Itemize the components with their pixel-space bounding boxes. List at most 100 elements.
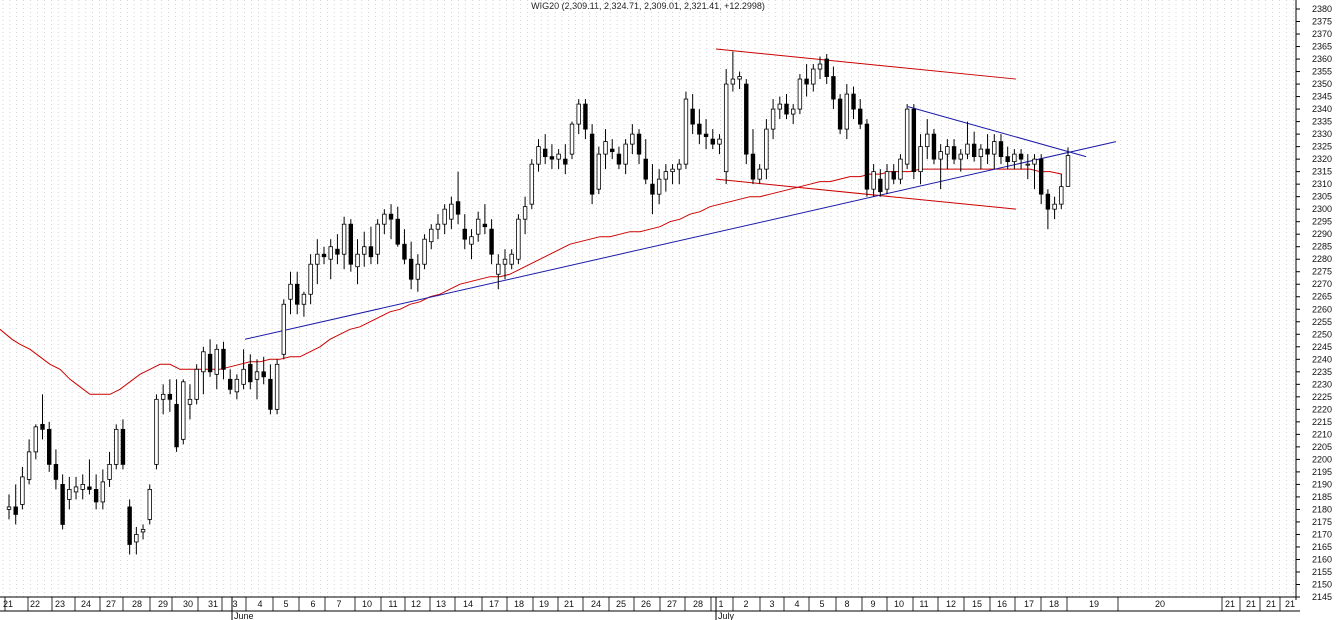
candle-body [33,426,39,453]
y-tick-label: 2270 [1312,279,1332,289]
candle [40,394,45,440]
y-tick-label: 2325 [1312,142,1332,152]
candle-body [100,481,106,503]
candle-body [388,213,394,220]
candle [395,206,400,247]
candle-body [824,58,829,77]
y-tick-label: 2265 [1312,292,1332,302]
candle-body [181,381,186,440]
candle [764,119,769,180]
trend-line [907,106,1087,158]
candle [878,169,883,197]
candle-body [1005,156,1010,163]
candle [114,424,119,470]
candle-body [509,253,514,265]
candle-body [80,484,85,490]
candle-body [13,506,18,515]
candle [201,346,206,395]
candle-body [475,218,481,235]
candle [120,419,126,470]
x-tick-label: 3 [769,599,774,609]
x-tick-label: 10 [894,599,904,609]
x-tick-label: 22 [30,599,40,609]
candle [670,164,675,185]
candle [509,249,514,270]
candle [1065,147,1071,187]
candle-body [469,236,474,245]
candle [341,216,347,270]
candle [811,64,816,92]
candle [904,104,910,170]
x-month-label: June [234,611,254,620]
y-tick-label: 2375 [1312,17,1332,27]
candle [261,356,266,385]
candle-body [730,78,736,85]
y-tick-label: 2235 [1312,367,1332,377]
candle-body [167,393,173,400]
candle [589,124,595,205]
x-tick-label: 3 [232,599,237,609]
candle [295,271,300,315]
y-tick-label: 2240 [1312,354,1332,364]
y-tick-label: 2170 [1312,529,1332,539]
candle-body [268,378,273,410]
candle-body [1012,153,1017,163]
candle-body [1032,158,1037,165]
y-tick-label: 2165 [1312,542,1332,552]
trend-line [244,141,1117,340]
candle-body [958,153,963,160]
candle-body [201,351,206,373]
candle-body [1065,155,1071,187]
candle-body [710,138,715,145]
candle [415,254,421,292]
candle [388,204,394,240]
candle-body [576,103,581,125]
candle-body [871,171,876,190]
candle-body [248,363,253,383]
candle [717,134,722,155]
candle [1032,154,1037,190]
candle [616,146,622,170]
candle-body [20,476,25,505]
candle-body [925,133,930,148]
candle [797,74,803,115]
candle [844,84,850,140]
candle [462,214,467,250]
candle-body [938,151,943,160]
candle [1038,154,1044,205]
candle-body [522,206,528,220]
candle-body [315,253,320,265]
candle-body [382,213,387,225]
candle-body [603,141,608,155]
candle [60,474,65,530]
candle-body [656,178,662,195]
x-tick-label: 30 [183,599,193,609]
candle [167,379,173,412]
candle [26,439,32,485]
candle-body [985,148,990,155]
candle-body [643,158,648,180]
candle [630,124,635,155]
candle [1025,154,1030,180]
candle [248,354,253,390]
candle-body [214,348,219,375]
candle-body [750,153,756,180]
candle-body [1025,163,1030,166]
candle-body [650,183,655,195]
candle [502,249,508,280]
candle-body [797,78,803,110]
x-tick-label: 21 [1246,599,1256,609]
candle-body [227,378,233,390]
candle-body [951,146,957,160]
candle-body [462,228,467,240]
y-tick-label: 2350 [1312,79,1332,89]
y-tick-label: 2155 [1312,567,1332,577]
candle-body [429,228,434,243]
y-tick-label: 2230 [1312,379,1332,389]
candle [187,384,193,420]
candle [1045,189,1051,230]
channel-line [715,48,1017,80]
y-tick-label: 2255 [1312,317,1332,327]
x-tick-label: 4 [794,599,799,609]
candle-body [107,463,112,480]
